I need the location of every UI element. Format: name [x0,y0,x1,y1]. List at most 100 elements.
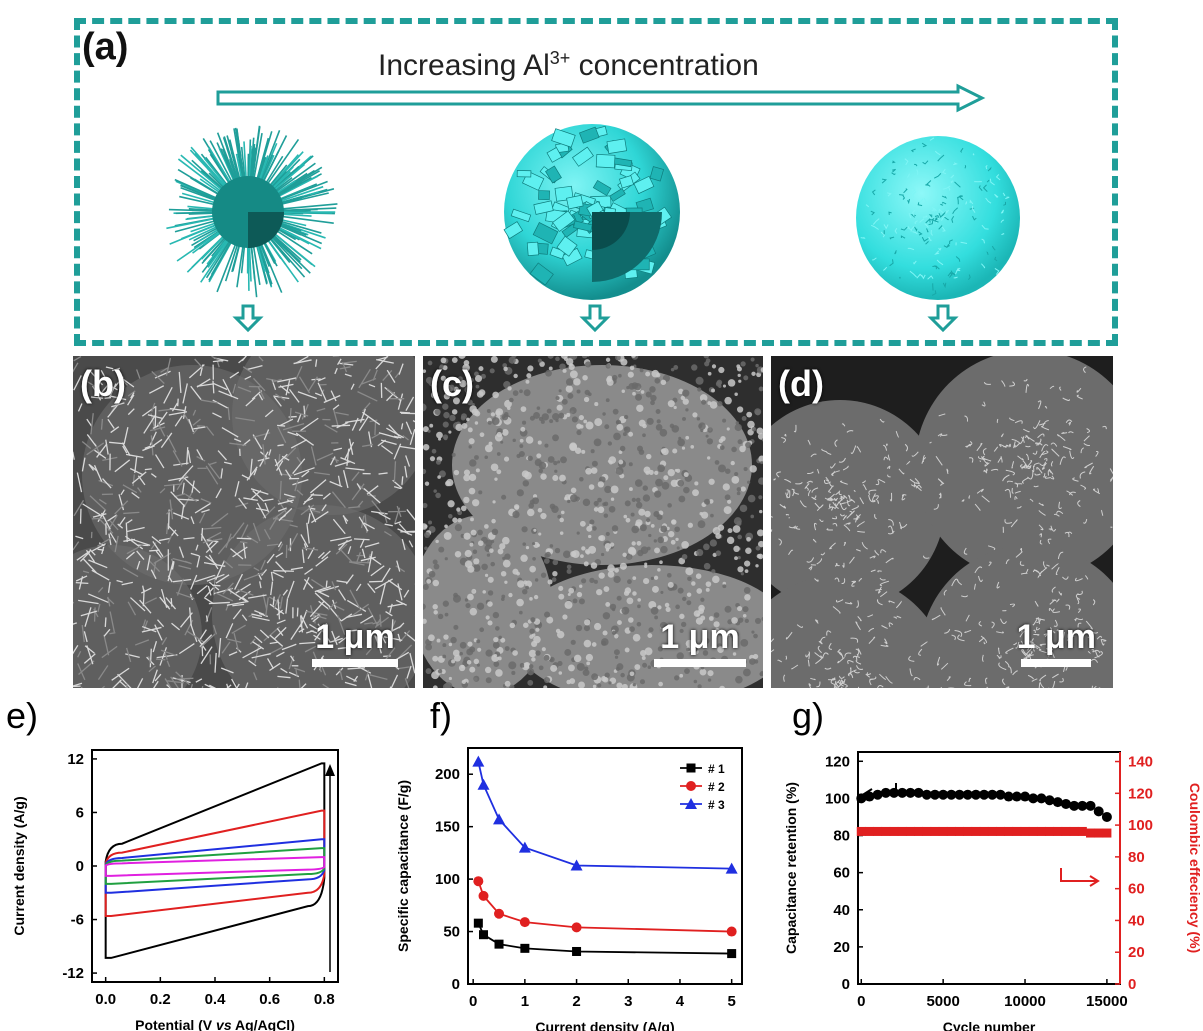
nanoparticle [635,519,643,527]
nanoflake [807,439,811,446]
nanoparticle [540,512,547,520]
nanoflake [1039,539,1043,545]
nanoneedle [78,599,99,605]
nanoparticle [628,462,633,467]
nanoparticle [523,389,531,397]
nanoparticle [757,553,764,560]
legend-marker [686,763,696,773]
nanoflake [968,457,974,463]
nanoneedle [401,630,411,641]
nanosheet-block [556,235,578,257]
nanoneedle [297,391,317,400]
sem-image-b: (b) 1 μm [72,355,416,689]
nanoparticle [487,576,494,583]
nanoneedle [123,538,136,542]
nanoneedle [184,560,192,565]
nanoflake [879,580,890,587]
sem-label-c: (c) [430,363,474,404]
nanoparticle [597,481,605,488]
nanoparticle [452,397,460,405]
nanoparticle [722,584,727,589]
legend-label: # 2 [708,780,725,794]
nanoneedle [190,552,200,557]
nanoparticle [563,550,571,559]
nanoparticle [512,650,518,656]
nanoneedle [222,582,234,595]
nanoneedle [357,500,364,508]
nanoflake [1004,519,1013,524]
nanoneedle [84,607,92,627]
nanoflake [875,479,880,486]
nanoflake [984,462,990,467]
nanoneedle [126,519,133,524]
nanoneedle [298,376,311,394]
nanoflake [1056,598,1060,603]
nanoflake [846,510,855,519]
nanoflake [849,556,855,564]
nanoflake [1017,436,1025,445]
nanoparticle [712,575,720,584]
nanoneedle [269,634,284,647]
nanoparticle [632,391,636,396]
nanoparticle [736,521,742,526]
nanoneedle [229,371,240,379]
nanoparticle [432,579,440,587]
nanoparticle [588,484,595,490]
nanoflake [1038,422,1046,426]
nanoparticle [500,440,504,444]
microsphere [770,575,950,689]
nanoneedle [269,641,279,645]
nanoflake [1033,629,1036,634]
nanoparticle [726,536,735,545]
nanoparticle [450,636,457,644]
nanoparticle [744,560,751,567]
nanoneedle [243,572,264,581]
nanoneedle [371,500,382,513]
nanoneedle [111,667,130,681]
nanoflake [1090,658,1099,663]
nanoparticle [700,428,704,433]
nanoneedle [136,550,145,560]
nanoflake [994,256,998,262]
nanoparticle [711,569,716,574]
nanoflake [974,503,981,511]
nanoneedle [159,487,166,494]
nanoneedle [234,481,240,497]
nanoflake [888,622,894,628]
nanoflake [981,401,986,407]
nanoflake [842,562,845,568]
nanoflake [835,599,844,603]
nanoneedle [220,468,224,479]
nanoneedle [324,424,338,433]
nanoneedle [364,670,370,681]
nanoneedle [109,611,115,633]
nanoneedle [160,649,177,657]
nanoparticle [734,556,738,561]
nanoparticle [598,572,605,579]
nanoflake [957,579,962,586]
nanoneedle [345,629,358,633]
x-tick-label: 2 [572,993,580,1010]
nanoflake [1066,635,1075,641]
nanoflake [874,513,877,520]
nanoneedle [178,371,182,393]
nanoflake [912,231,918,235]
nanoparticle [741,416,747,421]
nanoflake [880,231,886,238]
nanoneedle [408,540,414,548]
nanoparticle [527,679,534,686]
nanoparticle [750,357,755,362]
panel-a-label: (a) [82,26,129,68]
nanoparticle [589,519,595,525]
nanoflake [868,636,876,644]
nanoflake [1048,650,1050,657]
nanoflake [968,677,972,682]
nanoneedle [306,610,328,616]
nanoparticle [703,498,711,505]
nanoneedle [141,626,162,633]
nanoflake [914,163,918,167]
nanoneedle [368,383,376,388]
nanoparticle [707,427,713,433]
nanoflake [1057,434,1066,441]
nanoparticle [457,376,463,382]
